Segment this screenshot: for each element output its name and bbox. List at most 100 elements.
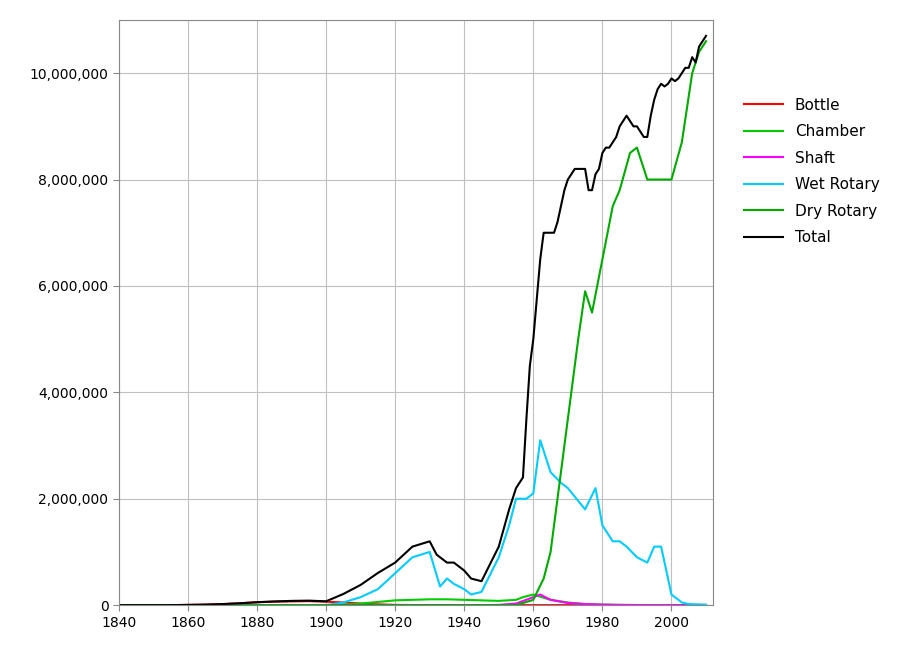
Chamber bbox=[459, 596, 470, 604]
Dry Rotary bbox=[459, 601, 470, 609]
Wet Rotary bbox=[676, 598, 687, 606]
Wet Rotary bbox=[465, 591, 476, 598]
Shaft bbox=[476, 601, 487, 609]
Wet Rotary bbox=[356, 593, 367, 601]
Shaft bbox=[527, 593, 538, 601]
Dry Rotary bbox=[372, 601, 383, 609]
Bottle bbox=[494, 601, 505, 609]
Total bbox=[593, 165, 604, 173]
Line: Total: Total bbox=[119, 36, 706, 605]
Chamber bbox=[476, 597, 487, 604]
Total bbox=[700, 32, 711, 40]
Shaft bbox=[494, 601, 505, 609]
Dry Rotary bbox=[234, 601, 245, 609]
Bottle bbox=[511, 601, 522, 609]
Wet Rotary bbox=[476, 588, 487, 596]
Dry Rotary bbox=[686, 69, 697, 77]
Wet Rotary bbox=[632, 553, 643, 561]
Wet Rotary bbox=[666, 591, 677, 598]
Shaft bbox=[700, 601, 711, 609]
Wet Rotary bbox=[424, 548, 435, 556]
Bottle bbox=[303, 597, 314, 605]
Dry Rotary bbox=[649, 176, 660, 184]
Total bbox=[604, 144, 615, 152]
Dry Rotary bbox=[538, 575, 549, 583]
Chamber bbox=[649, 601, 660, 609]
Chamber bbox=[303, 601, 314, 609]
Wet Rotary bbox=[590, 484, 601, 492]
Dry Rotary bbox=[676, 138, 687, 146]
Wet Rotary bbox=[556, 479, 567, 487]
Bottle bbox=[407, 601, 418, 609]
Wet Rotary bbox=[622, 543, 632, 551]
Shaft bbox=[372, 601, 383, 609]
Bottle bbox=[459, 601, 470, 609]
Bottle bbox=[199, 600, 210, 608]
Wet Rotary bbox=[165, 601, 176, 609]
Dry Rotary bbox=[552, 495, 563, 503]
Legend: Bottle, Chamber, Shaft, Wet Rotary, Dry Rotary, Total: Bottle, Chamber, Shaft, Wet Rotary, Dry … bbox=[744, 98, 879, 245]
Wet Rotary bbox=[251, 601, 262, 609]
Shaft bbox=[148, 601, 159, 609]
Shaft bbox=[165, 601, 176, 609]
Dry Rotary bbox=[545, 548, 556, 556]
Wet Rotary bbox=[504, 521, 515, 529]
Shaft bbox=[684, 601, 695, 609]
Dry Rotary bbox=[579, 287, 590, 295]
Wet Rotary bbox=[338, 598, 349, 606]
Bottle bbox=[441, 601, 452, 609]
Chamber bbox=[407, 596, 418, 604]
Shaft bbox=[545, 596, 556, 604]
Shaft bbox=[562, 599, 573, 607]
Wet Rotary bbox=[511, 495, 522, 503]
Chamber bbox=[148, 601, 159, 609]
Dry Rotary bbox=[131, 601, 142, 609]
Dry Rotary bbox=[694, 48, 705, 56]
Dry Rotary bbox=[642, 176, 653, 184]
Wet Rotary bbox=[148, 601, 159, 609]
Chamber bbox=[545, 596, 556, 604]
Wet Rotary bbox=[459, 585, 470, 593]
Bottle bbox=[700, 601, 711, 609]
Shaft bbox=[649, 601, 660, 609]
Shaft bbox=[234, 601, 245, 609]
Bottle bbox=[372, 600, 383, 608]
Chamber bbox=[269, 601, 280, 609]
Wet Rotary bbox=[303, 601, 314, 609]
Wet Rotary bbox=[449, 580, 460, 588]
Wet Rotary bbox=[434, 583, 445, 591]
Shaft bbox=[614, 601, 625, 609]
Dry Rotary bbox=[666, 176, 677, 184]
Wet Rotary bbox=[535, 436, 546, 444]
Bottle bbox=[562, 601, 573, 609]
Shaft bbox=[251, 601, 262, 609]
Chamber bbox=[338, 600, 349, 608]
Dry Rotary bbox=[573, 335, 584, 343]
Chamber bbox=[372, 598, 383, 606]
Line: Dry Rotary: Dry Rotary bbox=[119, 41, 706, 605]
Bottle bbox=[527, 601, 538, 609]
Line: Bottle: Bottle bbox=[119, 601, 706, 605]
Dry Rotary bbox=[624, 149, 635, 157]
Shaft bbox=[303, 601, 314, 609]
Dry Rotary bbox=[562, 415, 573, 423]
Wet Rotary bbox=[321, 601, 332, 609]
Chamber bbox=[684, 601, 695, 609]
Dry Rotary bbox=[113, 601, 124, 609]
Wet Rotary bbox=[113, 601, 124, 609]
Chamber bbox=[199, 601, 210, 609]
Total bbox=[548, 229, 559, 237]
Chamber bbox=[234, 601, 245, 609]
Line: Wet Rotary: Wet Rotary bbox=[119, 440, 706, 605]
Chamber bbox=[286, 601, 297, 609]
Shaft bbox=[113, 601, 124, 609]
Dry Rotary bbox=[659, 176, 670, 184]
Dry Rotary bbox=[321, 601, 332, 609]
Wet Rotary bbox=[684, 600, 695, 608]
Bottle bbox=[389, 601, 400, 609]
Wet Rotary bbox=[494, 553, 505, 561]
Bottle bbox=[269, 598, 280, 606]
Wet Rotary bbox=[183, 601, 194, 609]
Dry Rotary bbox=[269, 601, 280, 609]
Shaft bbox=[356, 601, 367, 609]
